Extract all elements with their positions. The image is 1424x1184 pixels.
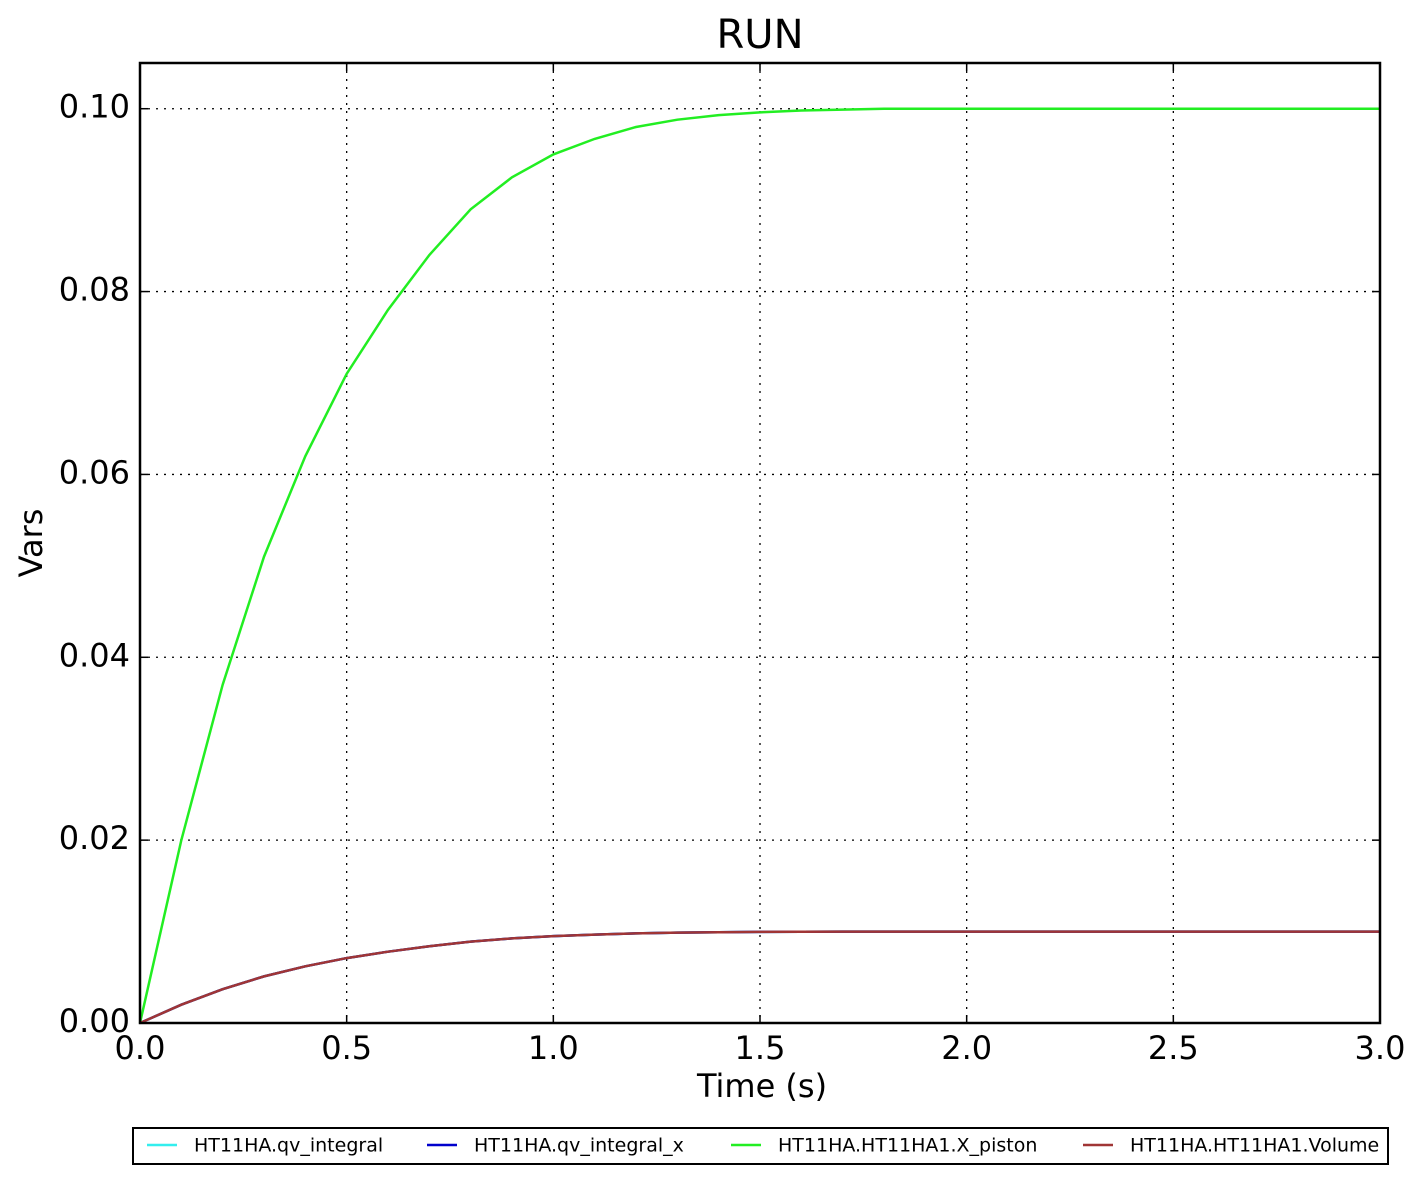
legend-label: HT11HA.HT11HA1.Volume [1130,1135,1379,1157]
y-tick-label: 0.00 [59,1002,130,1040]
x-tick-label: 0.0 [115,1029,166,1067]
legend-label: HT11HA.qv_integral_x [474,1135,684,1157]
x-tick-label: 2.5 [1148,1029,1199,1067]
data-line [139,930,1380,1025]
y-axis-label: Vars [12,509,50,578]
y-tick-label: 0.06 [59,453,130,491]
y-tick-label: 0.10 [59,88,130,126]
y-tick-label: 0.02 [59,819,130,857]
plot-frame [138,61,1382,1025]
x-axis-label: Time (s) [696,1067,827,1105]
y-tick-label: 0.04 [59,636,130,674]
chart-title: RUN [717,12,804,58]
legend-label: HT11HA.qv_integral [194,1135,383,1157]
y-tick-label: 0.08 [59,271,130,309]
x-tick-label: 3.0 [1355,1029,1406,1067]
data-line [139,930,1380,1025]
x-tick-label: 1.5 [735,1029,786,1067]
x-tick-label: 0.5 [321,1029,372,1067]
data-line [138,107,1380,1024]
data-line [139,930,1380,1025]
x-tick-label: 1.0 [528,1029,579,1067]
legend-label: HT11HA.HT11HA1.X_piston [778,1135,1037,1157]
x-tick-label: 2.0 [941,1029,992,1067]
